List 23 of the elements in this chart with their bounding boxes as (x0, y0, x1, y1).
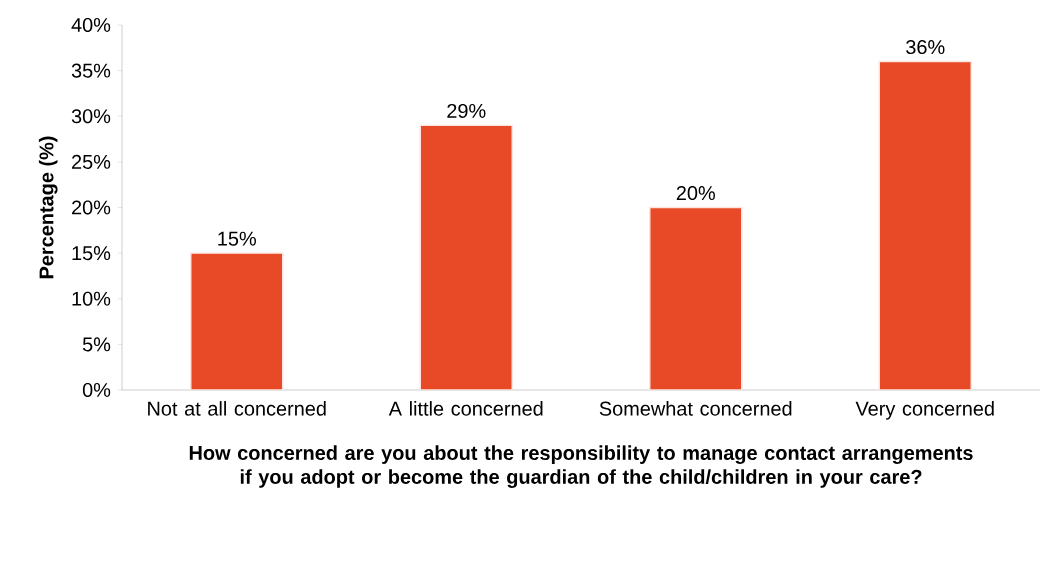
y-tick-label: 25% (72, 154, 111, 169)
y-tick-label: 0% (82, 382, 111, 398)
data-label: 29% (447, 103, 486, 118)
y-axis-title: Percentage (%) (38, 136, 58, 279)
data-label: 15% (218, 231, 256, 246)
y-tick-label: 10% (72, 291, 111, 306)
x-tick-label: Not at all concerned (148, 401, 326, 416)
bar (190, 252, 284, 390)
x-tick-label: Somewhat concerned (599, 401, 792, 416)
x-tick-label: Very concerned (855, 401, 994, 420)
y-tick-label: 15% (72, 246, 111, 261)
y-tick-label: 35% (71, 63, 111, 78)
x-tick-label: A little concerned (388, 401, 543, 416)
y-tick-label: 5% (82, 337, 111, 352)
y-tick-label: 30% (71, 109, 111, 124)
y-tick-label: 40% (71, 17, 111, 33)
bar (878, 60, 973, 390)
bar (649, 206, 743, 390)
bar (419, 124, 513, 390)
y-tick-label: 20% (72, 200, 111, 215)
data-label: 20% (676, 186, 715, 201)
x-axis-title: How concerned are you about the responsibility to manage contact arrangements if you adopt or become the guardian of the child/children in your care? (189, 445, 973, 488)
data-label: 36% (906, 40, 945, 55)
